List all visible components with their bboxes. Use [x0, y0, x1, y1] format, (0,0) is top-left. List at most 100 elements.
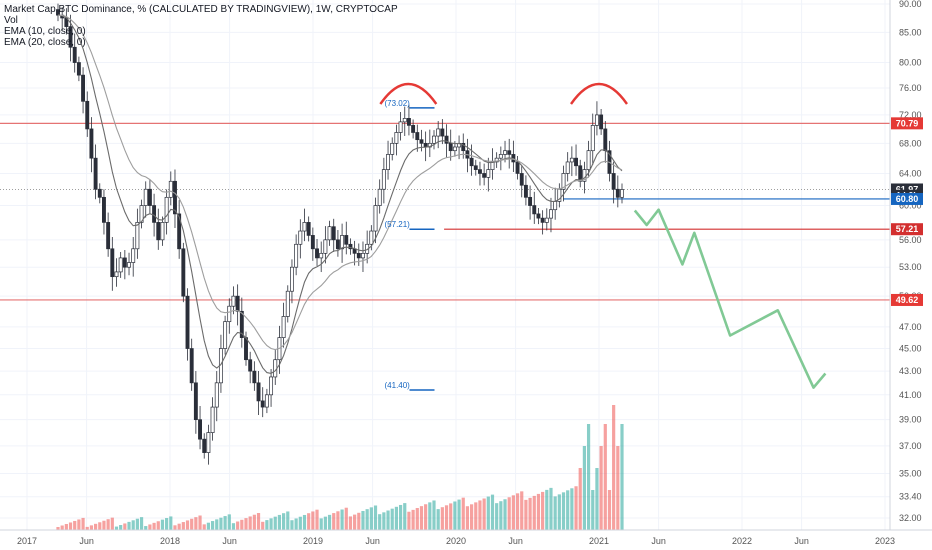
- x-tick-label: 2023: [875, 536, 895, 546]
- volume-bar: [357, 512, 361, 530]
- volume-bar: [603, 424, 607, 530]
- volume-bar: [294, 518, 298, 530]
- candle-body: [503, 150, 507, 155]
- price-tag-bg: [891, 192, 923, 205]
- candle-body: [590, 125, 595, 152]
- candle-body: [452, 146, 457, 152]
- volume-bars: [56, 405, 624, 530]
- volume-bar: [545, 489, 549, 530]
- y-tick-label: 68.00: [899, 138, 922, 148]
- ema10-line: [57, 14, 623, 374]
- volume-bar: [311, 511, 315, 530]
- candle-body: [615, 188, 620, 198]
- volume-bar: [177, 523, 181, 530]
- marker-label: (41.40): [385, 381, 411, 390]
- candle-body: [81, 74, 86, 102]
- x-tick-label: 2019: [303, 536, 323, 546]
- volume-bar: [302, 514, 307, 530]
- volume-bar: [215, 519, 219, 530]
- candle-body: [415, 132, 420, 141]
- candle-body: [97, 188, 102, 198]
- volume-bar: [277, 514, 282, 530]
- pattern-arc: [379, 82, 438, 105]
- x-tick-label: Jun: [651, 536, 666, 546]
- candle-body: [110, 248, 115, 278]
- volume-bar: [89, 525, 94, 530]
- y-tick-label: 90.00: [899, 0, 922, 9]
- volume-bar: [595, 468, 599, 530]
- volume-bar: [591, 490, 595, 530]
- candle-body: [231, 295, 236, 307]
- volume-bar: [60, 525, 64, 530]
- legend-vol[interactable]: Vol: [4, 15, 18, 26]
- legend-ema20[interactable]: EMA (20, close, 0): [4, 37, 86, 48]
- candle-body: [440, 128, 445, 137]
- y-tick-label: 35.00: [899, 468, 922, 478]
- candle-body: [394, 132, 399, 144]
- volume-bar: [123, 523, 127, 530]
- candle-body: [402, 118, 407, 123]
- volume-bar: [515, 493, 520, 530]
- volume-bar: [148, 524, 152, 530]
- volume-bar: [252, 514, 256, 530]
- volume-bar: [181, 522, 185, 530]
- candle-body: [160, 222, 165, 241]
- candle-body: [239, 310, 244, 338]
- volume-bar: [290, 520, 294, 530]
- projection-path: [633, 208, 827, 389]
- volume-bar: [261, 521, 265, 530]
- legend-ema10[interactable]: EMA (10, close, 0): [4, 26, 86, 37]
- volume-bar: [453, 501, 457, 530]
- candle-body: [323, 239, 328, 254]
- candle-body: [269, 376, 274, 396]
- x-tick-label: 2017: [17, 536, 37, 546]
- volume-bar: [286, 511, 290, 530]
- candle-body: [594, 114, 599, 126]
- volume-bar: [369, 507, 373, 530]
- volume-bar: [382, 512, 386, 530]
- volume-bar: [394, 506, 398, 530]
- candle-body: [356, 252, 361, 259]
- x-axis[interactable]: 2017 Jun 2018 Jun 2019 Jun 2020 Jun 2021 Jun 2022 J…: [0, 529, 932, 546]
- price-tag-bg: [891, 223, 923, 236]
- candle-body: [482, 173, 487, 178]
- candle-body: [118, 257, 123, 273]
- candle-body: [298, 230, 303, 245]
- candle-body: [361, 252, 365, 259]
- x-tick-label: Jun: [222, 536, 237, 546]
- candle-body: [202, 438, 207, 453]
- volume-bar: [223, 516, 227, 530]
- candle-body: [181, 248, 186, 297]
- volume-bar: [169, 516, 173, 530]
- candle-body: [248, 359, 253, 372]
- candle-body: [565, 161, 570, 174]
- marker-label: (73.02): [385, 99, 411, 108]
- candle-body: [223, 321, 228, 349]
- volume-bar: [131, 520, 135, 530]
- candle-body: [335, 239, 340, 250]
- candle-body: [135, 222, 140, 250]
- candle-body: [285, 290, 290, 317]
- candle-body: [106, 222, 111, 250]
- candle-body: [281, 316, 286, 338]
- volume-bar: [160, 519, 165, 530]
- legend-title[interactable]: Market Cap BTC Dominance, % (CALCULATED …: [4, 4, 398, 15]
- y-axis[interactable]: 90.00 85.00 80.00 76.00 72.00 68.00 64.00 60.00…: [889, 0, 922, 530]
- candle-body: [549, 209, 553, 219]
- candle-body: [177, 213, 182, 250]
- candle-body: [586, 150, 591, 170]
- volume-bar: [415, 508, 419, 530]
- volume-bar: [532, 495, 536, 530]
- volume-bar: [353, 514, 357, 530]
- candle-body: [93, 157, 98, 190]
- volume-bar: [474, 502, 478, 530]
- volume-bar: [114, 526, 119, 530]
- volume-bar: [68, 522, 73, 530]
- volume-bar: [599, 446, 603, 530]
- candle-body: [264, 394, 269, 408]
- pattern-arc: [570, 82, 628, 105]
- volume-bar: [612, 405, 616, 530]
- y-tick-label: 37.00: [899, 441, 922, 451]
- candle-body: [331, 226, 336, 241]
